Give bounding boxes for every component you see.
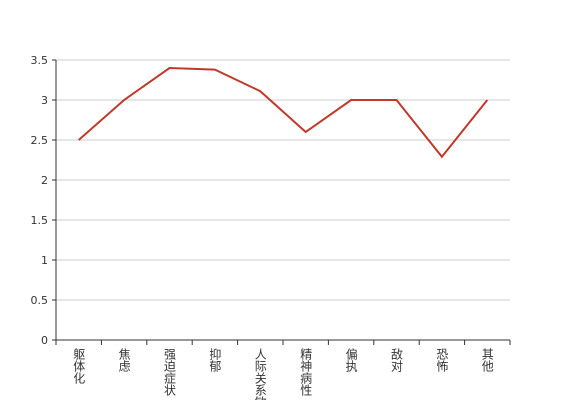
y-tick-label: 1.5 [31,214,49,227]
x-tick-label: 焦虑 [117,348,131,372]
x-tick-label: 偏执 [344,347,358,373]
x-tick-label: 人际关系敏感 [253,348,267,400]
y-tick-label: 1 [41,254,48,267]
x-tick-label: 其他 [480,348,494,372]
x-tick-label: 躯体化 [72,347,86,385]
y-tick-label: 3.5 [31,54,49,67]
x-tick-label: 抑郁 [208,347,222,373]
y-tick-label: 3 [41,94,48,107]
series-line [78,66,489,159]
x-tick-label: 恐怖 [435,348,449,372]
y-tick-label: 0 [41,334,48,347]
x-tick-label: 精神病性 [299,348,313,397]
x-tick-label: 强迫症状 [163,348,177,396]
y-tick-label: 0.5 [31,294,49,307]
y-tick-label: 2.5 [31,134,49,147]
x-tick-label: 敌对 [390,347,404,372]
y-tick-label: 2 [41,174,48,187]
